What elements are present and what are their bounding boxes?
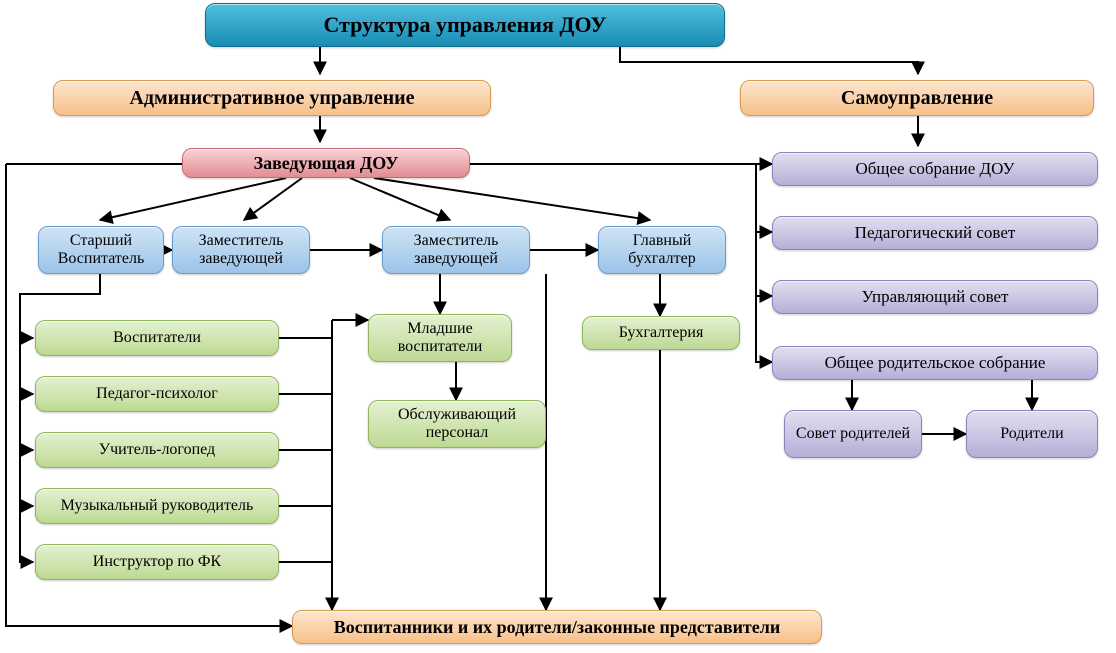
node-gov_council: Управляющий совет [772, 280, 1098, 314]
edge [20, 506, 33, 562]
node-label-parents: Родители [1000, 425, 1063, 443]
node-title: Структура управления ДОУ [205, 3, 725, 47]
edge [244, 178, 302, 220]
edge [620, 47, 918, 74]
node-parents: Родители [966, 410, 1098, 458]
node-ped_council: Педагогический совет [772, 216, 1098, 250]
node-label-educators: Воспитатели [113, 329, 201, 347]
node-speech: Учитель-логопед [35, 432, 279, 468]
node-label-dep1: Заместитель заведующей [183, 232, 299, 269]
node-label-gen_meeting: Общее собрание ДОУ [855, 159, 1014, 179]
node-label-dep2: Заместитель заведующей [393, 232, 519, 269]
node-dep2: Заместитель заведующей [382, 226, 530, 274]
node-label-junior_edu: Младшие воспитатели [379, 320, 501, 357]
node-label-chief_acc: Главный бухгалтер [609, 232, 715, 269]
node-label-head: Заведующая ДОУ [254, 153, 399, 174]
node-admin: Административное управление [53, 80, 491, 116]
edge [20, 450, 33, 506]
edge [100, 178, 286, 220]
node-label-pe: Инструктор по ФК [93, 553, 221, 571]
node-label-self: Самоуправление [841, 87, 993, 110]
node-pupils: Воспитанники и их родители/законные пред… [292, 610, 822, 644]
node-label-par_council: Совет родителей [796, 425, 910, 443]
org-chart-canvas: Структура управления ДОУ Административное… [0, 0, 1116, 653]
edge [20, 394, 33, 450]
node-label-speech: Учитель-логопед [99, 441, 215, 459]
node-chief_acc: Главный бухгалтер [598, 226, 726, 274]
node-educators: Воспитатели [35, 320, 279, 356]
node-par_council: Совет родителей [784, 410, 922, 458]
node-music: Музыкальный руководитель [35, 488, 279, 524]
node-accounting: Бухгалтерия [582, 316, 740, 350]
edge [756, 164, 772, 362]
node-label-music: Музыкальный руководитель [61, 497, 254, 515]
node-label-accounting: Бухгалтерия [619, 324, 704, 342]
node-self: Самоуправление [740, 80, 1094, 116]
node-junior_edu: Младшие воспитатели [368, 314, 512, 362]
node-label-senior_edu: Старший Воспитатель [49, 232, 153, 269]
node-label-title: Структура управления ДОУ [323, 12, 606, 37]
node-gen_meeting: Общее собрание ДОУ [772, 152, 1098, 186]
node-parent_meet: Общее родительское собрание [772, 346, 1098, 380]
node-label-service: Обслуживающий персонал [379, 406, 535, 443]
edge [374, 178, 650, 220]
node-service: Обслуживающий персонал [368, 400, 546, 448]
node-pe: Инструктор по ФК [35, 544, 279, 580]
edge [350, 178, 450, 220]
edge [20, 338, 33, 394]
node-label-gov_council: Управляющий совет [862, 287, 1009, 307]
node-senior_edu: Старший Воспитатель [38, 226, 164, 274]
node-label-pupils: Воспитанники и их родители/законные пред… [334, 617, 781, 638]
node-label-parent_meet: Общее родительское собрание [825, 353, 1046, 373]
node-label-psych: Педагог-психолог [96, 385, 218, 403]
node-label-admin: Административное управление [129, 87, 414, 110]
node-head: Заведующая ДОУ [182, 148, 470, 178]
node-dep1: Заместитель заведующей [172, 226, 310, 274]
node-psych: Педагог-психолог [35, 376, 279, 412]
node-label-ped_council: Педагогический совет [855, 223, 1016, 243]
